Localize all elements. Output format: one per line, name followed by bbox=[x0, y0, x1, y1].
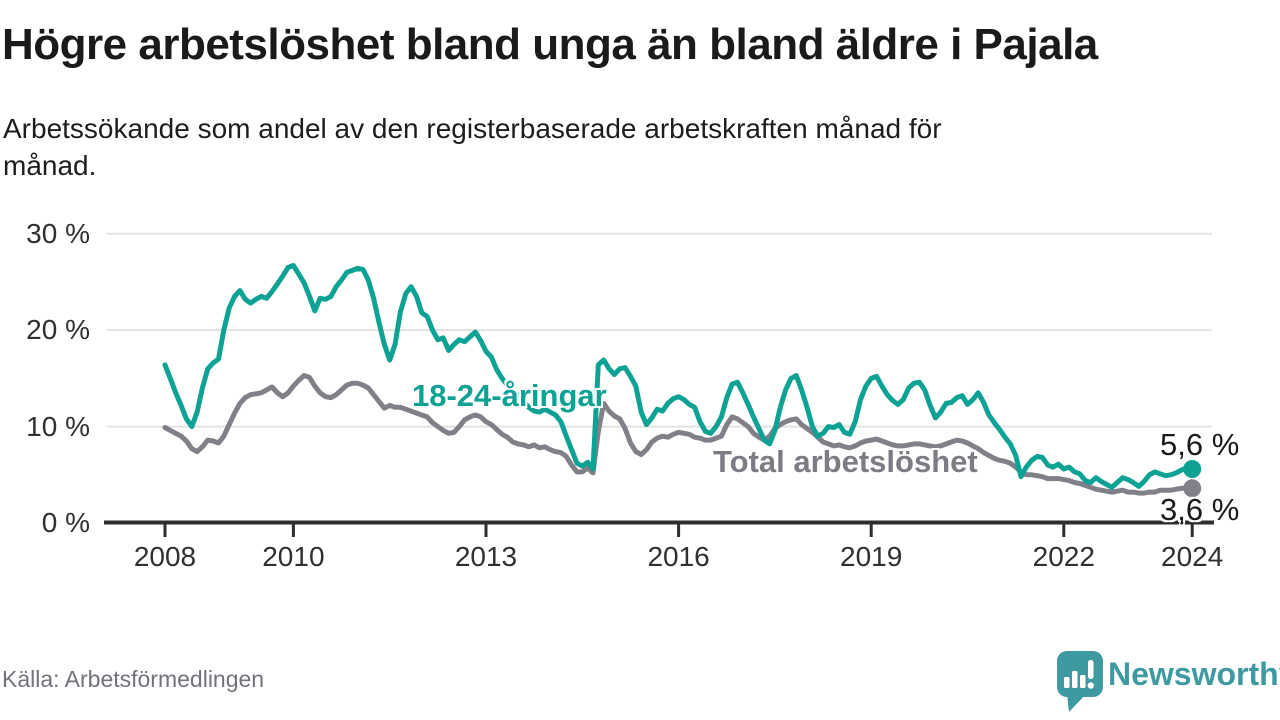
y-axis-label: 20 % bbox=[26, 314, 90, 346]
subtitle-line-2: månad. bbox=[3, 150, 97, 181]
source-note: Källa: Arbetsförmedlingen bbox=[2, 666, 265, 692]
end-value-label-total: 3,6 % bbox=[1160, 492, 1240, 527]
y-axis-label: 10 % bbox=[26, 410, 90, 442]
newsworthy-wordmark: Newsworthy bbox=[1108, 656, 1280, 692]
x-axis-label: 2024 bbox=[1161, 541, 1224, 572]
page-title: Högre arbetslöshet bland unga än bland ä… bbox=[2, 20, 1098, 69]
x-axis-label: 2013 bbox=[454, 541, 518, 572]
newsworthy-logo: Newsworthy bbox=[1056, 648, 1280, 714]
x-axis-label: 2019 bbox=[840, 541, 903, 572]
x-axis-label: 2016 bbox=[647, 541, 710, 572]
series-label-total: Total arbetslöshet bbox=[713, 444, 978, 479]
x-axis-label: 2008 bbox=[133, 541, 197, 572]
newsworthy-logo-icon bbox=[1057, 651, 1103, 712]
x-axis-label: 2022 bbox=[1032, 541, 1095, 572]
subtitle-line-1: Arbetssökande som andel av den registerb… bbox=[3, 113, 942, 144]
y-axis-label: 0 % bbox=[41, 507, 90, 538]
x-axis-label: 2010 bbox=[262, 541, 325, 572]
y-axis-label: 30 % bbox=[26, 217, 90, 249]
page-subtitle: Arbetssökande som andel av den registerb… bbox=[3, 110, 1223, 184]
end-value-label-youth: 5,6 % bbox=[1160, 427, 1240, 462]
series-label-youth: 18-24-åringar bbox=[412, 378, 607, 413]
